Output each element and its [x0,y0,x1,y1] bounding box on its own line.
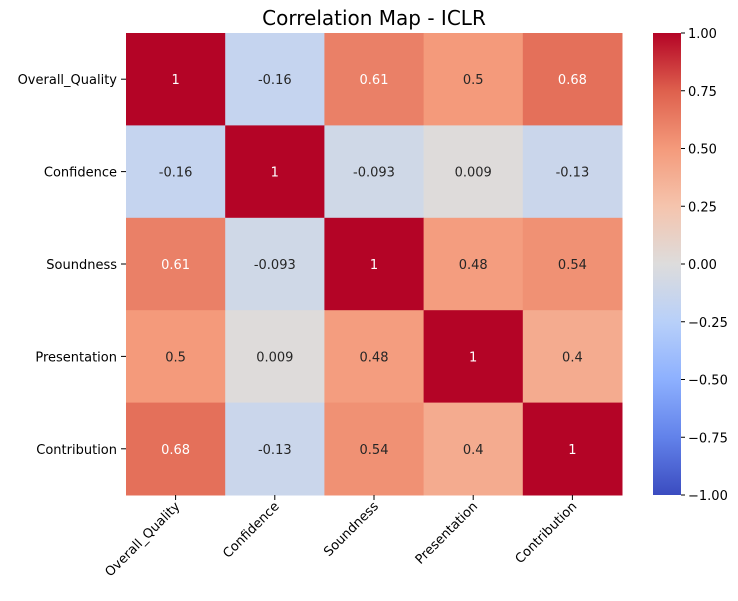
colorbar-gradient [653,33,681,495]
y-tick-label: Overall_Quality [18,73,118,88]
cell-value-label: 0.61 [360,73,389,88]
heatmap-cell [324,33,425,126]
colorbar-tick-label: −0.50 [688,374,728,389]
cell-value-label: -0.16 [258,73,292,88]
heatmap-cell [522,217,623,311]
y-tick-label: Contribution [36,443,117,458]
heatmap-cell [522,310,623,404]
heatmap-cell [126,217,226,311]
heatmap-cell-labels: 1 -0.16 0.61 0.5 0.68 -0.16 1 -0.093 0.009 -0.13 0… [159,73,589,458]
heatmap-cell [225,125,325,219]
heatmap-cell [324,217,425,311]
cell-value-label: 0.009 [256,350,293,365]
cell-value-label: 0.48 [459,258,488,273]
cell-value-label: 1 [271,166,279,181]
cell-value-label: -0.16 [159,166,193,181]
heatmap-cells [126,33,623,496]
cell-value-label: 0.54 [360,443,389,458]
x-axis: Overall_Quality Confidence Soundness Presen… [103,495,581,580]
heatmap-cell [126,402,226,496]
heatmap-cell [423,310,524,404]
cell-value-label: 0.68 [161,443,190,458]
y-tick-label: Presentation [35,350,117,365]
heatmap-cell [522,125,623,219]
cell-value-label: 0.009 [455,166,492,181]
colorbar-tick-label: 0.00 [688,258,717,273]
heatmap-cell [423,402,524,496]
cell-value-label: 0.4 [562,350,583,365]
heatmap-cell [126,310,226,404]
x-tick-label: Overall_Quality [103,499,184,580]
cell-value-label: 0.4 [463,443,484,458]
colorbar-tick-label: 0.25 [688,200,717,215]
y-axis: Overall_Quality Confidence Soundness Presen… [18,73,126,458]
cell-value-label: 0.5 [463,73,484,88]
colorbar-tick-label: −0.25 [688,316,728,331]
heatmap-cell [225,310,325,404]
colorbar-tick-label: 0.75 [688,85,717,100]
cell-value-label: 0.68 [558,73,587,88]
colorbar-tick-label: 1.00 [688,27,717,42]
y-tick-label: Confidence [44,166,117,181]
heatmap-cell [324,125,425,219]
heatmap-cell [324,310,425,404]
y-tick-label: Soundness [46,258,117,273]
cell-value-label: 0.48 [360,350,389,365]
heatmap-cell [225,33,325,126]
heatmap-cell [423,33,524,126]
heatmap-cell [225,217,325,311]
heatmap-cell [423,125,524,219]
heatmap-cell [126,125,226,219]
cell-value-label: -0.13 [258,443,292,458]
cell-value-label: -0.093 [254,258,296,273]
colorbar-tick-label: 0.50 [688,143,717,158]
heatmap-cell [423,217,524,311]
heatmap-cell [225,402,325,496]
cell-value-label: 0.5 [165,350,186,365]
cell-value-label: 0.61 [161,258,190,273]
x-tick-label: Contribution [513,499,581,567]
heatmap-cell [126,33,226,126]
cell-value-label: 1 [171,73,179,88]
cell-value-label: 1 [469,350,477,365]
colorbar-tick-label: −1.00 [688,489,728,504]
x-tick-label: Presentation [413,499,481,567]
colorbar: 1.00 0.75 0.50 0.25 0.00 −0.25 −0.50 −0.75 −1.00 [653,27,728,504]
x-tick-label: Soundness [321,499,382,560]
heatmap-cell [324,402,425,496]
cell-value-label: 1 [568,443,576,458]
x-tick-label: Confidence [220,499,282,561]
cell-value-label: -0.13 [556,166,590,181]
heatmap-cell [522,33,623,126]
cell-value-label: 1 [370,258,378,273]
chart-title: Correlation Map - ICLR [262,6,486,30]
heatmap-cell [522,402,623,496]
cell-value-label: 0.54 [558,258,587,273]
cell-value-label: -0.093 [353,166,395,181]
colorbar-tick-label: −0.75 [688,431,728,446]
